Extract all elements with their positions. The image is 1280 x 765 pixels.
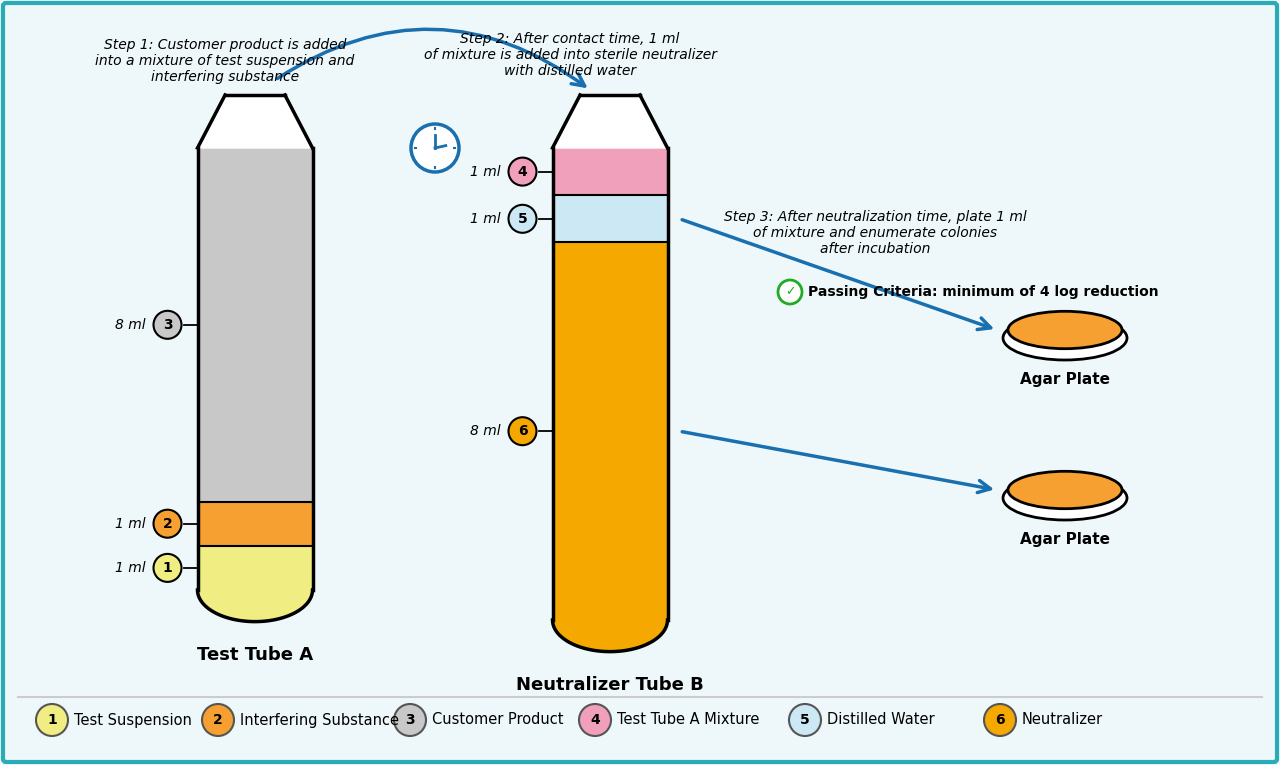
Polygon shape [197, 590, 312, 622]
Text: 2: 2 [163, 516, 173, 531]
Circle shape [154, 311, 182, 339]
Text: 4: 4 [590, 713, 600, 727]
Text: 1 ml: 1 ml [115, 561, 146, 575]
Circle shape [411, 124, 460, 172]
Text: Step 2: After contact time, 1 ml
of mixture is added into sterile neutralizer
wi: Step 2: After contact time, 1 ml of mixt… [424, 32, 717, 78]
Circle shape [788, 704, 820, 736]
Text: 6: 6 [995, 713, 1005, 727]
Text: Test Tube A Mixture: Test Tube A Mixture [617, 712, 759, 728]
Text: 1 ml: 1 ml [470, 164, 500, 178]
Circle shape [508, 417, 536, 445]
Text: Step 1: Customer product is added
into a mixture of test suspension and
interfer: Step 1: Customer product is added into a… [96, 38, 355, 84]
Circle shape [154, 554, 182, 582]
Text: 1 ml: 1 ml [470, 212, 500, 226]
Text: 1: 1 [163, 561, 173, 575]
Text: Neutralizer Tube B: Neutralizer Tube B [516, 676, 704, 694]
Bar [553, 148, 667, 195]
Bar [197, 502, 312, 545]
Circle shape [36, 704, 68, 736]
Text: 3: 3 [406, 713, 415, 727]
Polygon shape [197, 95, 312, 148]
Text: Test Tube A: Test Tube A [197, 646, 314, 664]
Text: ✓: ✓ [785, 285, 795, 298]
Text: 1 ml: 1 ml [115, 516, 146, 531]
Circle shape [778, 280, 803, 304]
Polygon shape [553, 95, 667, 148]
Circle shape [579, 704, 611, 736]
Bar [197, 148, 312, 502]
FancyBboxPatch shape [3, 3, 1277, 762]
Text: 1: 1 [47, 713, 56, 727]
Text: Interfering Substance: Interfering Substance [241, 712, 399, 728]
Ellipse shape [1007, 311, 1123, 349]
Text: 8 ml: 8 ml [470, 425, 500, 438]
FancyArrowPatch shape [278, 29, 585, 86]
Text: Neutralizer: Neutralizer [1021, 712, 1103, 728]
Polygon shape [553, 620, 667, 652]
Text: 8 ml: 8 ml [115, 317, 146, 332]
Circle shape [202, 704, 234, 736]
Bar [553, 243, 667, 620]
Ellipse shape [1007, 471, 1123, 509]
Text: 4: 4 [517, 164, 527, 178]
Circle shape [394, 704, 426, 736]
Ellipse shape [1004, 316, 1126, 360]
Text: 2: 2 [214, 713, 223, 727]
Circle shape [984, 704, 1016, 736]
Circle shape [508, 158, 536, 186]
Text: Passing Criteria: minimum of 4 log reduction: Passing Criteria: minimum of 4 log reduc… [808, 285, 1158, 299]
Text: Test Suspension: Test Suspension [74, 712, 192, 728]
Text: Agar Plate: Agar Plate [1020, 372, 1110, 387]
Bar [553, 195, 667, 243]
Text: 3: 3 [163, 317, 173, 332]
Bar [197, 545, 312, 590]
Text: Step 3: After neutralization time, plate 1 ml
of mixture and enumerate colonies
: Step 3: After neutralization time, plate… [723, 210, 1027, 256]
Text: Distilled Water: Distilled Water [827, 712, 934, 728]
Text: Customer Product: Customer Product [433, 712, 563, 728]
Text: 5: 5 [800, 713, 810, 727]
Text: 6: 6 [517, 425, 527, 438]
Text: 5: 5 [517, 212, 527, 226]
Circle shape [508, 205, 536, 233]
Ellipse shape [1004, 476, 1126, 520]
Circle shape [154, 509, 182, 538]
Text: Agar Plate: Agar Plate [1020, 532, 1110, 547]
